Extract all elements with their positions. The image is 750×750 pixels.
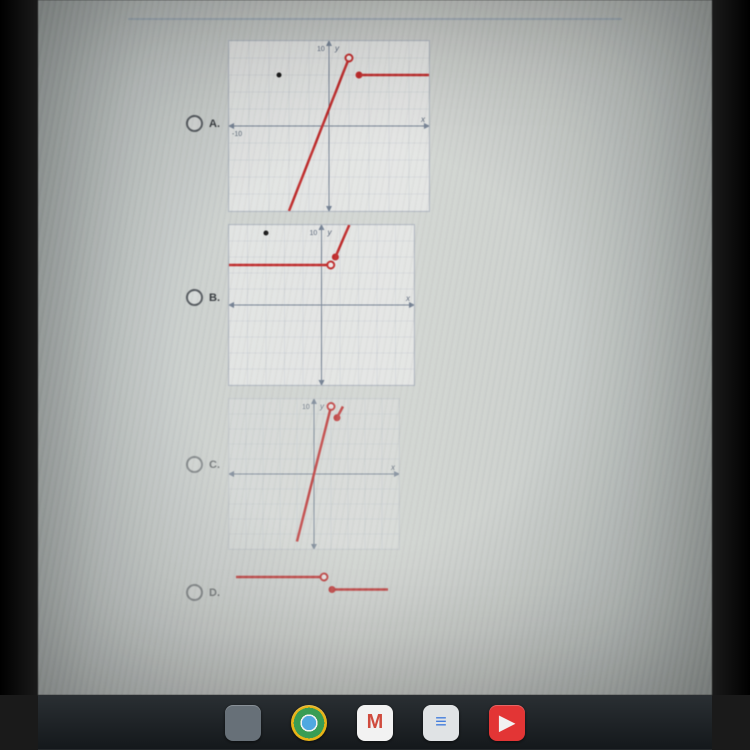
svg-text:10: 10 bbox=[317, 46, 325, 53]
option-label: B. bbox=[209, 292, 220, 304]
svg-text:10: 10 bbox=[302, 404, 310, 411]
graph-card-D[interactable] bbox=[228, 562, 388, 612]
docs-icon[interactable]: ≡ bbox=[423, 705, 459, 741]
graph-card-B[interactable]: y x 10 bbox=[228, 224, 415, 386]
svg-text:y: y bbox=[334, 44, 340, 53]
svg-text:y: y bbox=[319, 402, 325, 411]
radio-circle[interactable] bbox=[186, 115, 203, 132]
option-row-C: C.yx10 bbox=[228, 398, 453, 550]
answer-options-column: A.yx10-10B.yx10C.yx10D. bbox=[228, 40, 453, 695]
svg-text:y: y bbox=[327, 228, 333, 237]
option-label: A. bbox=[209, 118, 220, 130]
chrome-os-shelf: M ≡ ▶ bbox=[38, 695, 712, 750]
graph-A: y x 10 -10 bbox=[229, 41, 429, 211]
graph-C: y x 10 bbox=[229, 399, 399, 549]
svg-text:10: 10 bbox=[310, 230, 318, 237]
graph-B: y x 10 bbox=[229, 225, 414, 385]
option-radio-B[interactable]: B. bbox=[186, 289, 220, 306]
graph-D bbox=[228, 562, 388, 612]
graph-card-C[interactable]: y x 10 bbox=[228, 398, 400, 550]
option-radio-C[interactable]: C. bbox=[186, 456, 220, 473]
option-radio-D[interactable]: D. bbox=[186, 584, 220, 601]
screen-area: A. y x 10 -10 B. y x 10 C. y x 10 D. bbox=[38, 0, 712, 695]
screenshot-root: A. y x 10 -10 B. y x 10 C. y x 10 D. M ≡ ▶ bbox=[0, 0, 750, 750]
option-label: C. bbox=[209, 459, 220, 471]
left-bezel bbox=[0, 0, 38, 695]
option-row-A: A.yx10-10 bbox=[228, 40, 453, 212]
header-rule bbox=[128, 18, 622, 20]
gmail-icon[interactable]: M bbox=[357, 705, 393, 741]
youtube-icon[interactable]: ▶ bbox=[489, 705, 525, 741]
app-icon[interactable] bbox=[225, 705, 261, 741]
svg-text:x: x bbox=[405, 294, 411, 303]
radio-circle[interactable] bbox=[186, 584, 203, 601]
svg-text:x: x bbox=[390, 463, 396, 472]
svg-text:-10: -10 bbox=[232, 131, 242, 138]
option-radio-A[interactable]: A. bbox=[186, 115, 220, 132]
svg-text:x: x bbox=[420, 115, 426, 124]
chrome-icon[interactable] bbox=[291, 705, 327, 741]
graph-card-A[interactable]: y x 10 -10 bbox=[228, 40, 430, 212]
right-bezel bbox=[712, 0, 750, 695]
radio-circle[interactable] bbox=[186, 289, 203, 306]
option-row-B: B.yx10 bbox=[228, 224, 453, 386]
option-label: D. bbox=[209, 587, 220, 599]
option-row-D: D. bbox=[228, 562, 453, 612]
radio-circle[interactable] bbox=[186, 456, 203, 473]
